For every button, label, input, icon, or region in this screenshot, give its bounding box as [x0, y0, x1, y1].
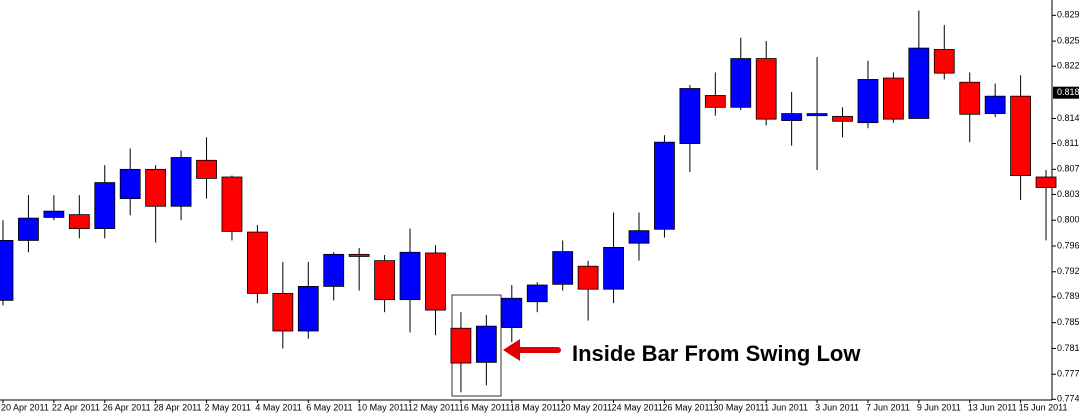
- x-tick-label: 13 Jun 2011: [968, 402, 1017, 412]
- candle-body: [654, 141, 675, 230]
- x-tick-label: 6 May 2011: [306, 402, 352, 412]
- x-tick-label: 26 Apr 2011: [103, 402, 151, 412]
- current-price-box: [1053, 86, 1079, 99]
- y-tick-label: 0.8073: [1057, 164, 1079, 174]
- candle-body: [603, 246, 624, 290]
- candle-body: [399, 251, 421, 301]
- candle-body: [883, 77, 904, 120]
- candle-body: [272, 292, 294, 332]
- y-tick-label: 0.7779: [1057, 369, 1079, 379]
- candle-body: [577, 265, 599, 290]
- x-tick-label: 9 Jun 2011: [917, 402, 961, 412]
- x-tick-label: 15 Jun 2011: [1019, 402, 1068, 412]
- candle-body: [119, 168, 141, 200]
- candle-body: [246, 231, 268, 294]
- x-tick-label: 1 Jun 2011: [764, 402, 808, 412]
- y-tick-label: 0.8257: [1057, 35, 1079, 45]
- candle-body: [959, 81, 981, 115]
- candle-body: [425, 252, 446, 311]
- y-tick-label: 0.7816: [1057, 343, 1079, 353]
- candle-body: [374, 260, 396, 301]
- candle-body: [323, 253, 345, 287]
- y-tick-label: 0.8146: [1057, 113, 1079, 123]
- x-tick-label: 4 May 2011: [255, 402, 301, 412]
- y-tick-label: 0.7853: [1057, 317, 1079, 327]
- candle-body: [18, 217, 39, 241]
- candle-body: [450, 327, 472, 364]
- x-tick-label: 28 Apr 2011: [154, 402, 202, 412]
- candle-body: [94, 182, 116, 229]
- x-tick-label: 26 May 2011: [662, 402, 713, 412]
- candle-body: [221, 176, 243, 232]
- candle-body: [475, 325, 497, 363]
- x-tick-label: 22 Apr 2011: [52, 402, 100, 412]
- x-tick-label: 18 May 2011: [510, 402, 561, 412]
- candle-body: [679, 88, 701, 144]
- candle-body: [857, 79, 879, 124]
- y-tick-label: 0.7926: [1057, 266, 1079, 276]
- y-tick-label: 0.7963: [1057, 240, 1079, 250]
- candle-body: [348, 253, 370, 257]
- candle-body: [1035, 176, 1057, 188]
- x-tick-label: 24 May 2011: [612, 402, 663, 412]
- candle-body: [933, 49, 955, 74]
- x-tick-label: 20 Apr 2011: [1, 402, 49, 412]
- candle-body: [43, 210, 65, 218]
- candle-body: [806, 113, 828, 117]
- annotation-arrow: [503, 339, 561, 361]
- candle-body: [984, 95, 1006, 114]
- candle-body: [908, 47, 930, 119]
- x-tick-label: 2 May 2011: [205, 402, 251, 412]
- x-tick-label: 16 May 2011: [459, 402, 510, 412]
- candle-body: [0, 240, 14, 301]
- candle-body: [730, 58, 752, 108]
- candle-body: [196, 159, 217, 179]
- candle-body: [628, 230, 650, 244]
- candle-body: [1010, 95, 1031, 177]
- candle-body: [552, 251, 574, 285]
- y-tick-label: 0.7743: [1057, 394, 1079, 404]
- x-tick-label: 10 May 2011: [357, 402, 408, 412]
- candle-body: [501, 297, 523, 328]
- candle-body: [755, 58, 777, 120]
- x-tick-label: 3 Jun 2011: [815, 402, 859, 412]
- annotation-text: Inside Bar From Swing Low: [572, 341, 861, 366]
- y-tick-label: 0.8294: [1057, 10, 1079, 20]
- y-tick-label: 0.8221: [1057, 61, 1079, 71]
- x-tick-label: 20 May 2011: [561, 402, 612, 412]
- current-price-label: 0.8183: [1057, 87, 1079, 97]
- candle-body: [170, 157, 192, 207]
- candle-body: [781, 113, 803, 121]
- candle-body: [68, 214, 90, 229]
- candle-body: [297, 286, 319, 332]
- candle-body: [145, 168, 167, 207]
- y-tick-label: 0.8037: [1057, 189, 1079, 199]
- candle-body: [526, 284, 548, 303]
- candle-body: [704, 95, 726, 108]
- x-tick-label: 12 May 2011: [408, 402, 459, 412]
- candle-body: [832, 115, 853, 122]
- x-tick-label: 30 May 2011: [713, 402, 764, 412]
- x-tick-label: 7 Jun 2011: [866, 402, 910, 412]
